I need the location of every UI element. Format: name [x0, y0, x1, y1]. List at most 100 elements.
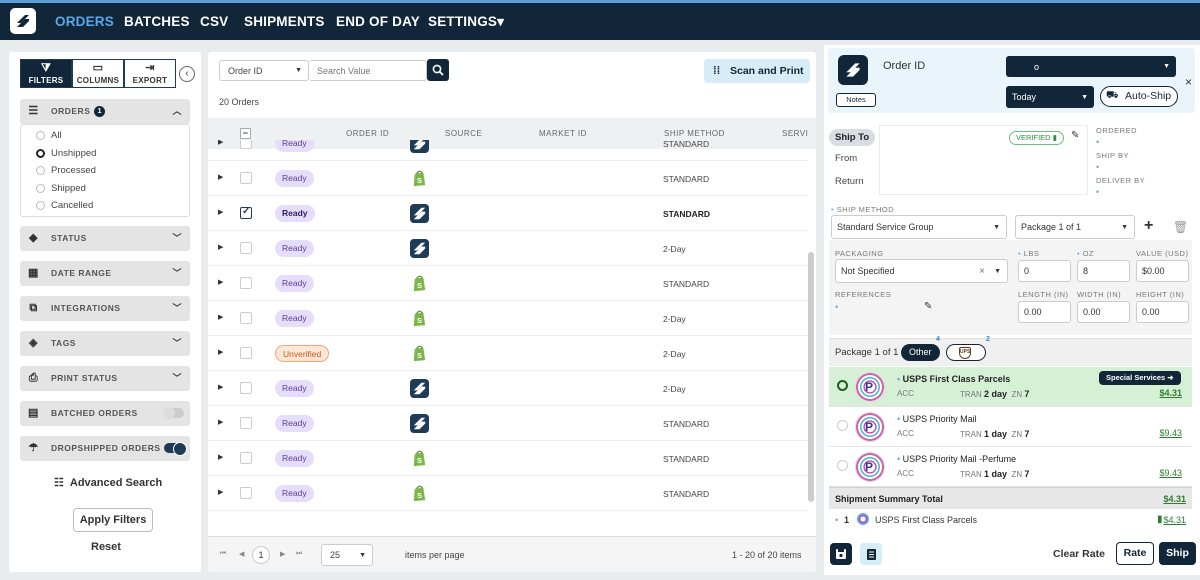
select-all-checkbox[interactable]: −	[240, 128, 251, 139]
summary-price[interactable]: $4.31	[1163, 515, 1186, 525]
table-scrollbar[interactable]	[808, 252, 814, 502]
rate-button[interactable]: Rate	[1116, 542, 1154, 565]
ship-method-select[interactable]: Standard Service Group ▼	[831, 215, 1007, 239]
row-checkbox[interactable]	[240, 312, 252, 324]
radio-unshipped[interactable]: Unshipped	[36, 148, 96, 159]
tab-from[interactable]: From	[835, 153, 858, 164]
notes-button[interactable]: Notes	[836, 93, 876, 107]
nav-settings[interactable]: SETTINGS▾	[428, 3, 504, 40]
summary-total[interactable]: $4.31	[1163, 494, 1186, 504]
radio-cancelled[interactable]: Cancelled	[36, 200, 93, 211]
table-row[interactable]: ▶ Ready STANDARD	[208, 196, 808, 231]
expand-row-icon[interactable]: ▶	[218, 454, 224, 461]
rate-price[interactable]: $4.31	[1159, 388, 1182, 398]
expand-row-icon[interactable]: ▶	[218, 279, 224, 286]
row-checkbox[interactable]	[240, 382, 252, 394]
expand-row-icon[interactable]: ▶	[218, 244, 224, 251]
status-filter-header[interactable]: ◆ STATUS ﹀	[20, 226, 190, 251]
reset-button[interactable]: Reset	[91, 541, 121, 553]
search-field-select[interactable]: Order ID ▼	[219, 60, 309, 81]
apply-filters-button[interactable]: Apply Filters	[73, 508, 153, 532]
rate-price[interactable]: $9.43	[1159, 428, 1182, 438]
table-row[interactable]: ▶ Ready 2-Day	[208, 371, 808, 406]
nav-batches[interactable]: BATCHES	[124, 14, 190, 29]
radio-all[interactable]: All	[36, 130, 62, 141]
table-row[interactable]: ▶ Ready 2-Day	[208, 231, 808, 266]
expand-row-icon[interactable]: ▶	[218, 140, 224, 146]
integrations-filter-header[interactable]: ⧉ INTEGRATIONS ﹀	[20, 296, 190, 321]
app-logo[interactable]	[10, 8, 36, 34]
add-package-icon[interactable]: +	[1144, 217, 1154, 234]
batched-orders-toggle[interactable]	[163, 407, 184, 419]
nav-shipments[interactable]: SHIPMENTS	[244, 14, 325, 29]
col-service[interactable]: SERVI	[782, 129, 809, 138]
first-page-icon[interactable]: ⏮	[220, 550, 227, 557]
lbs-input[interactable]: 0	[1018, 260, 1071, 282]
document-button[interactable]	[860, 543, 882, 565]
save-button[interactable]	[830, 543, 852, 565]
close-icon[interactable]: ×	[1185, 75, 1193, 89]
radio-processed[interactable]: Processed	[36, 165, 96, 176]
tab-filters[interactable]: ⧩ FILTERS	[20, 59, 72, 88]
height-input[interactable]: 0.00	[1136, 301, 1189, 323]
expand-row-icon[interactable]: ▶	[218, 314, 224, 321]
oz-input[interactable]: 8	[1077, 260, 1130, 282]
col-source[interactable]: SOURCE	[445, 129, 483, 138]
table-row[interactable]: ▶ Ready STANDARD	[208, 406, 808, 441]
row-checkbox[interactable]	[240, 487, 252, 499]
scan-and-print-button[interactable]: ⁞⁞ Scan and Print	[704, 59, 810, 83]
rate-price[interactable]: $9.43	[1159, 468, 1182, 478]
rate-radio[interactable]	[837, 380, 848, 391]
row-checkbox[interactable]	[240, 172, 252, 184]
account-select[interactable]: o ▼	[1006, 56, 1176, 77]
nav-end-of-day[interactable]: END OF DAY	[336, 14, 421, 29]
radio-shipped[interactable]: Shipped	[36, 183, 86, 194]
next-page-icon[interactable]: ▶	[280, 551, 286, 558]
special-services-button[interactable]: Special Services ➜	[1099, 371, 1181, 385]
table-row[interactable]: ▶ Ready S STANDARD	[208, 441, 808, 476]
tab-ship-to[interactable]: Ship To	[829, 129, 876, 146]
col-ship-method[interactable]: SHIP METHOD	[664, 129, 725, 138]
delete-package-icon[interactable]: 🗑	[1173, 220, 1189, 234]
table-row[interactable]: ▶ Ready S STANDARD	[208, 266, 808, 301]
expand-row-icon[interactable]: ▶	[218, 419, 224, 426]
packaging-select[interactable]: Not Specified × ▼	[835, 259, 1008, 283]
tags-filter-header[interactable]: ◈ TAGS ﹀	[20, 331, 190, 356]
print-status-filter-header[interactable]: ⎙ PRINT STATUS ﹀	[20, 366, 190, 391]
row-checkbox[interactable]	[240, 140, 252, 149]
clear-icon[interactable]: ×	[979, 265, 985, 277]
carrier-tab-other[interactable]: Other	[901, 344, 940, 361]
expand-row-icon[interactable]: ▶	[218, 174, 224, 181]
col-order-id[interactable]: ORDER ID	[346, 129, 390, 138]
col-market-id[interactable]: MARKET ID	[539, 129, 587, 138]
tab-columns[interactable]: ▭ COLUMNS	[72, 59, 124, 88]
rate-radio[interactable]	[837, 420, 848, 431]
table-row[interactable]: ▶ Unverified S 2-Day	[208, 336, 808, 371]
tab-export[interactable]: ⇥ EXPORT	[124, 59, 176, 88]
rate-option[interactable]: P • USPS Priority Mail ACC TRAN 1 day ZN 7 $…	[829, 407, 1192, 447]
length-input[interactable]: 0.00	[1018, 301, 1071, 323]
tab-return[interactable]: Return	[835, 176, 864, 187]
clear-rate-button[interactable]: Clear Rate	[1053, 548, 1105, 560]
rate-option[interactable]: P • USPS Priority Mail -Perfume ACC TRAN 1 …	[829, 447, 1192, 487]
ship-date-select[interactable]: Today ▼	[1006, 86, 1094, 108]
package-select[interactable]: Package 1 of 1 ▼	[1015, 215, 1135, 239]
current-page[interactable]: 1	[252, 546, 270, 564]
table-row[interactable]: ▶ Ready S 2-Day	[208, 301, 808, 336]
row-checkbox[interactable]	[240, 206, 252, 219]
nav-csv[interactable]: CSV	[200, 14, 229, 29]
prev-page-icon[interactable]: ◀	[239, 551, 245, 558]
table-row[interactable]: ▶ Ready S STANDARD	[208, 476, 808, 511]
row-checkbox[interactable]	[240, 417, 252, 429]
orders-filter-header[interactable]: ☰ ORDERS 1 ︿	[20, 99, 190, 124]
nav-orders[interactable]: ORDERS	[55, 14, 114, 29]
row-checkbox[interactable]	[240, 452, 252, 464]
auto-ship-button[interactable]: ⛟ Auto-Ship	[1100, 86, 1178, 107]
table-row[interactable]: ▶ Ready S STANDARD	[208, 161, 808, 196]
collapse-panel-button[interactable]: ‹	[179, 66, 195, 82]
carrier-tab-ups[interactable]: UPS	[946, 344, 986, 361]
search-button[interactable]	[427, 59, 449, 81]
table-row[interactable]: ▶ Ready STANDARD	[208, 140, 808, 161]
per-page-select[interactable]: 25 ▼	[321, 544, 373, 566]
value-input[interactable]: $0.00	[1136, 260, 1189, 282]
